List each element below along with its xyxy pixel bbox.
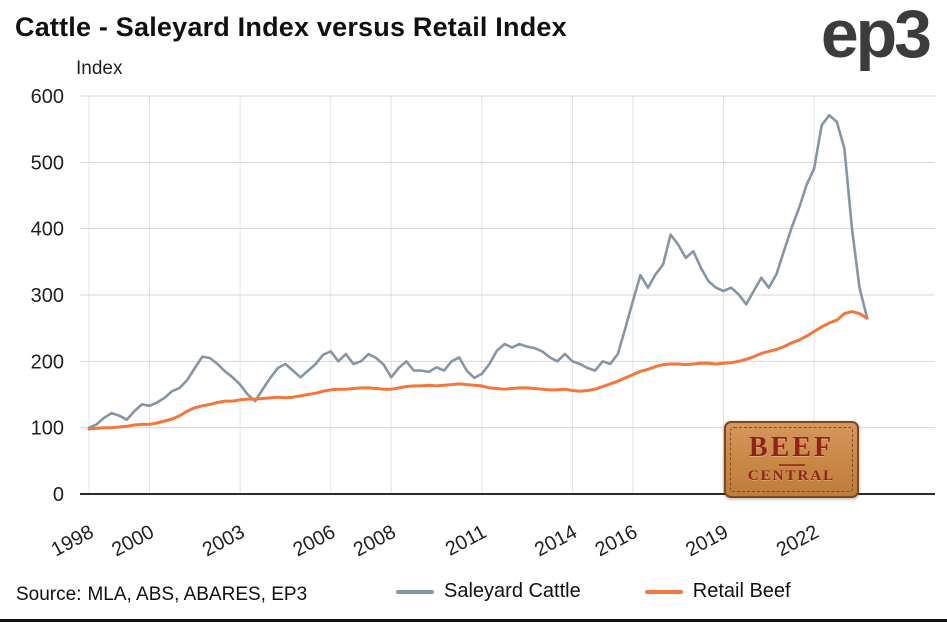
legend-item-retail-beef: Retail Beef — [644, 580, 791, 603]
x-tick-label: 2016 — [592, 521, 642, 561]
source-label: Source: — [16, 584, 82, 605]
x-tick-label: 2011 — [442, 521, 490, 561]
y-tick-label: 100 — [31, 418, 64, 440]
y-tick-label: 400 — [31, 219, 64, 241]
x-tick-label: 2008 — [350, 521, 400, 561]
beef-central-badge: BEEF CENTRAL — [724, 421, 859, 498]
x-tick-label: 2006 — [289, 521, 339, 561]
x-tick-label: 2014 — [531, 521, 581, 561]
badge-divider — [778, 464, 805, 467]
series-line-retail-beef — [87, 310, 869, 431]
legend-label-retail: Retail Beef — [692, 580, 791, 602]
series-line-saleyard-cattle — [87, 113, 869, 430]
legend: Saleyard Cattle Retail Beef — [396, 580, 791, 603]
ep3-logo: ep3 — [820, 0, 932, 72]
x-tick-label: 2003 — [199, 521, 249, 561]
y-tick-label: 500 — [31, 152, 64, 174]
legend-label-saleyard: Saleyard Cattle — [444, 580, 581, 602]
retail-line-swatch — [644, 589, 683, 594]
source-text: MLA, ABS, ABARES, EP3 — [87, 584, 308, 605]
y-tick-label: 300 — [31, 285, 64, 307]
x-tick-label: 2019 — [682, 521, 732, 561]
source-note: Source: MLA, ABS, ABARES, EP3 — [16, 584, 307, 606]
y-axis-title: Index — [76, 58, 123, 79]
y-tick-label: 600 — [31, 86, 64, 108]
badge-text-central: CENTRAL — [747, 468, 836, 485]
chart-title: Cattle - Saleyard Index versus Retail In… — [15, 12, 567, 42]
x-tick-label: 2022 — [773, 521, 823, 561]
saleyard-line-swatch — [396, 589, 434, 594]
x-tick-label: 2000 — [108, 521, 158, 561]
x-tick-label: 1998 — [48, 521, 98, 561]
legend-item-saleyard-cattle: Saleyard Cattle — [396, 580, 581, 603]
y-tick-label: 0 — [53, 484, 64, 506]
badge-text-beef: BEEF — [748, 432, 835, 464]
y-tick-label: 200 — [31, 351, 64, 373]
